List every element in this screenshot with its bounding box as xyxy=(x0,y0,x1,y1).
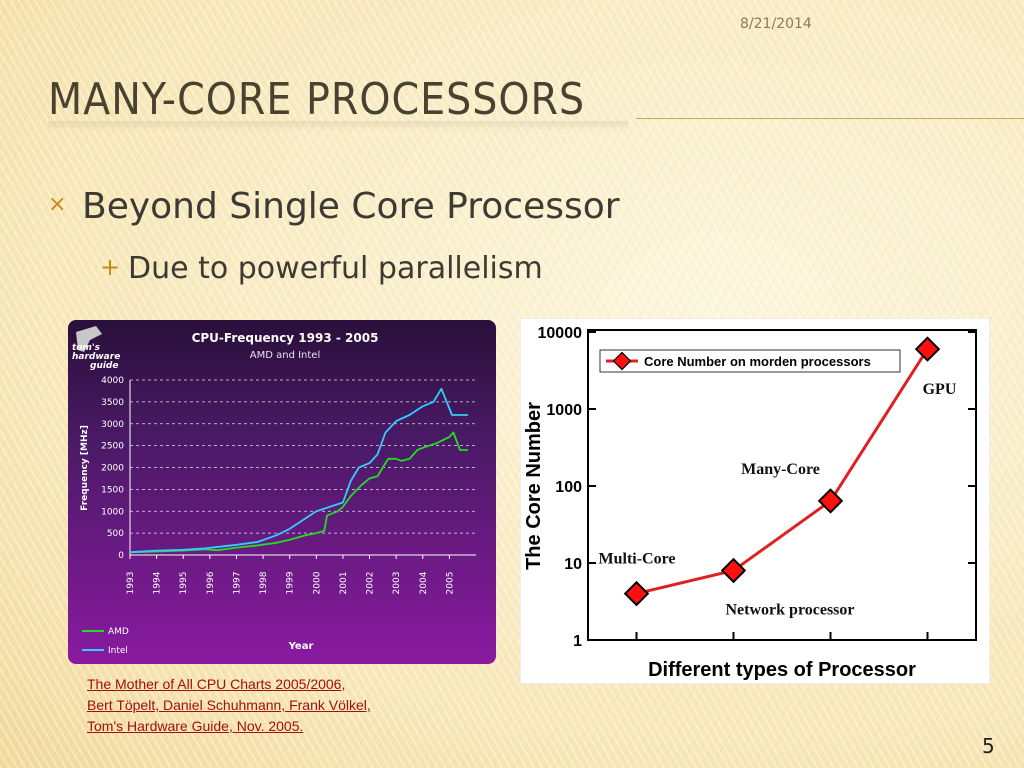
cpu-x-tick-label: 1995 xyxy=(179,572,189,595)
hammer-logo-icon xyxy=(76,326,102,352)
cpu-x-tick-label: 2001 xyxy=(339,572,349,595)
cpu-x-tick-label: 1998 xyxy=(259,571,269,594)
logo-text-3: guide xyxy=(90,361,118,371)
core-data-point xyxy=(914,336,941,362)
cpu-y-tick-label: 1000 xyxy=(101,507,124,517)
cpu-y-tick-label: 3500 xyxy=(101,398,124,408)
core-x-axis-label: Different types of Processor xyxy=(648,659,916,681)
core-data-point xyxy=(720,557,747,584)
core-y-tick-label: 1 xyxy=(573,633,582,650)
cpu-x-tick-label: 1993 xyxy=(126,572,136,595)
core-y-tick-label: 100 xyxy=(555,479,582,496)
cpu-x-tick-label: 2002 xyxy=(366,572,376,595)
cpu-x-tick-label: 1997 xyxy=(232,572,242,595)
cpu-chart-title: CPU-Frequency 1993 - 2005 xyxy=(192,331,379,345)
cpu-y-tick-label: 3000 xyxy=(101,420,124,430)
label-multi-core: Multi-Core xyxy=(599,551,676,568)
legend-intel-label: Intel xyxy=(108,646,128,656)
cpu-x-tick-label: 2005 xyxy=(445,572,455,595)
core-number-chart: The Core Number Different types of Proce… xyxy=(520,318,990,684)
core-data-point xyxy=(623,580,650,607)
cpu-y-tick-label: 2000 xyxy=(101,464,124,474)
core-y-tick-label: 10000 xyxy=(538,325,583,342)
core-y-tick-label: 1000 xyxy=(546,402,582,419)
logo-text-1: tom's xyxy=(72,343,101,353)
cpu-y-axis-label: Frequency [MHz] xyxy=(80,425,90,511)
cpu-x-tick-label: 1996 xyxy=(206,571,216,594)
bullet-level2-text: Due to powerful parallelism xyxy=(128,251,543,286)
cpu-x-tick-label: 2000 xyxy=(312,571,322,594)
cpu-y-tick-label: 0 xyxy=(118,551,124,561)
page-number: 5 xyxy=(982,734,995,758)
label-network-processor: Network processor xyxy=(726,601,855,618)
core-legend-box xyxy=(599,349,901,373)
chart-citation[interactable]: The Mother of All CPU Charts 2005/2006, … xyxy=(87,674,371,737)
title-shadow xyxy=(48,121,628,131)
cpu-frequency-chart: tom's hardware guide CPU-Frequency 1993 … xyxy=(68,320,496,664)
cpu-y-tick-label: 4000 xyxy=(101,376,124,386)
cpu-plot-area: 0 500 1000 1500 2000 2500 3000 3500 4000 1993 1994… xyxy=(101,376,476,594)
label-gpu: GPU xyxy=(923,381,957,398)
cpu-x-tick-label: 1994 xyxy=(153,571,163,594)
bullet-level1: × Beyond Single Core Processor xyxy=(48,186,620,227)
core-plot-area: 1 10 100 1000 10000 Multi-Core Network process… xyxy=(538,325,976,650)
plus-bullet-icon: + xyxy=(100,252,121,281)
amd-frequency-line xyxy=(129,431,468,554)
cpu-chart-background xyxy=(68,320,496,664)
bullet-level2: + Due to powerful parallelism xyxy=(100,251,543,286)
cpu-x-tick-label: 2003 xyxy=(392,572,402,595)
cpu-y-tick-label: 1500 xyxy=(101,485,124,495)
core-chart-background xyxy=(520,318,990,684)
logo-text-2: hardware xyxy=(72,352,120,362)
core-data-point xyxy=(817,488,844,514)
slide-title: Many-Core Processors xyxy=(48,74,586,125)
core-legend-marker xyxy=(612,351,632,371)
cpu-legend: AMD Intel xyxy=(82,627,129,656)
core-number-line xyxy=(636,348,929,596)
cpu-chart-subtitle: AMD and Intel xyxy=(250,350,320,361)
core-y-tick-label: 10 xyxy=(564,556,582,573)
label-many-core: Many-Core xyxy=(741,461,820,478)
cpu-x-tick-label: 2004 xyxy=(419,571,429,594)
cpu-y-tick-label: 500 xyxy=(107,529,124,539)
cpu-x-tick-label: 1999 xyxy=(286,571,296,594)
slide-date: 8/21/2014 xyxy=(740,16,812,32)
core-legend-label: Core Number on morden processors xyxy=(644,354,871,369)
site-logo: tom's hardware guide xyxy=(72,326,120,371)
intel-frequency-line xyxy=(129,387,468,553)
citation-line-3[interactable]: Tom's Hardware Guide, Nov. 2005. xyxy=(87,718,304,734)
title-divider xyxy=(636,118,1024,119)
cpu-x-axis-label: Year xyxy=(288,641,314,652)
legend-amd-label: AMD xyxy=(108,627,129,637)
core-y-axis-label: The Core Number xyxy=(523,402,545,570)
core-legend: Core Number on morden processors xyxy=(599,349,901,373)
cross-bullet-icon: × xyxy=(48,191,67,217)
cpu-y-tick-label: 2500 xyxy=(101,442,124,452)
citation-line-1[interactable]: The Mother of All CPU Charts 2005/2006, xyxy=(87,676,346,692)
bullet-level1-text: Beyond Single Core Processor xyxy=(82,186,620,227)
citation-line-2[interactable]: Bert Töpelt, Daniel Schuhmann, Frank Völ… xyxy=(87,697,371,713)
